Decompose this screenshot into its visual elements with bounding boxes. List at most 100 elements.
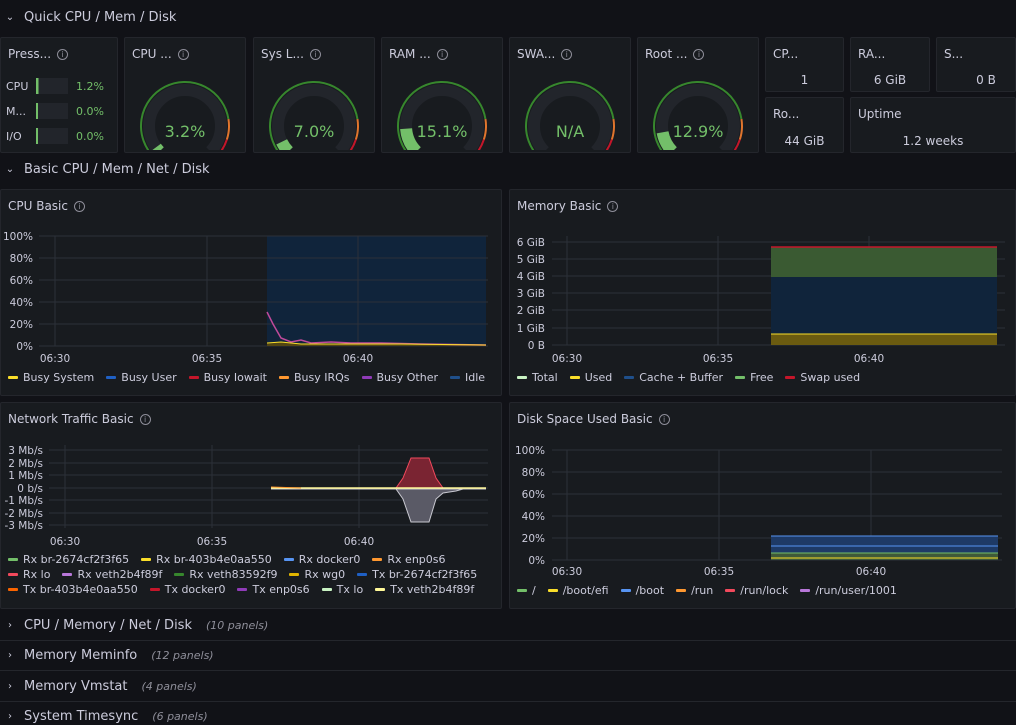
legend-item[interactable]: Rx wg0 (289, 568, 345, 581)
threshold-arc-green (140, 81, 230, 150)
info-icon[interactable]: i (309, 48, 321, 60)
y-tick: 60% (10, 275, 33, 287)
info-icon[interactable]: i (693, 48, 705, 60)
legend-item[interactable]: / (517, 584, 536, 597)
panel-title: Sys L... i (261, 47, 321, 61)
x-tick: 06:35 (192, 353, 222, 365)
gauge-dial (525, 81, 615, 150)
legend-item[interactable]: Busy Other (361, 371, 438, 384)
info-icon[interactable]: i (139, 413, 151, 425)
legend-label: Tx enp0s6 (252, 583, 310, 596)
network-basic-chart: 3 Mb/s 2 Mb/s 1 Mb/s 0 b/s -1 Mb/s -2 Mb… (4, 445, 488, 548)
row-memory-vmstat[interactable]: › Memory Vmstat (4 panels) (4, 679, 197, 694)
info-icon[interactable]: i (658, 413, 670, 425)
legend-swatch (106, 376, 117, 379)
cache-buffer-area (771, 277, 997, 334)
gauge-value: 7.0% (293, 122, 335, 141)
legend-swatch (283, 558, 294, 561)
legend-swatch (375, 588, 386, 591)
legend-label: Busy System (23, 371, 95, 384)
row-cpu-memory-net-disk[interactable]: › CPU / Memory / Net / Disk (10 panels) (4, 618, 268, 633)
legend-item[interactable]: Rx veth2b4f89f (62, 568, 162, 581)
legend-item[interactable]: Rx veth83592f9 (174, 568, 277, 581)
legend-item[interactable]: Busy System (8, 371, 94, 384)
gauge-dial (653, 81, 743, 150)
legend-swatch (8, 376, 18, 379)
stat-value: 0 B (976, 73, 996, 87)
legend-item[interactable]: /run (676, 584, 713, 597)
gauge-track (272, 84, 356, 150)
legend-item[interactable]: Swap used (785, 371, 860, 384)
legend-item[interactable]: Rx docker0 (283, 553, 360, 566)
used-area (771, 334, 997, 345)
legend-item[interactable]: Tx lo (321, 583, 363, 596)
legend-item[interactable]: Tx br-2674cf2f3f65 (357, 568, 477, 581)
legend-swatch (569, 376, 580, 379)
gauge-panel: RAM ... i 15.1% (381, 37, 503, 153)
x-axis: 06:30 06:35 06:40 (552, 353, 884, 365)
y-tick: 40% (10, 297, 33, 309)
x-tick: 06:30 (50, 536, 80, 548)
y-tick: 40% (522, 511, 545, 523)
panel-title: Disk Space Used Basic i (517, 412, 670, 426)
panel-title: SWA... i (517, 47, 573, 61)
legend-item[interactable]: /boot/efi (547, 584, 609, 597)
info-icon[interactable]: i (57, 48, 69, 60)
info-icon[interactable]: i (436, 48, 448, 60)
y-axis: 100% 80% 60% 40% 20% 0% (515, 445, 545, 567)
panel-title: RAM ... i (389, 47, 448, 61)
y-tick: 100% (3, 231, 33, 243)
gauge-value: N/A (555, 122, 585, 141)
legend-item[interactable]: /run/user/1001 (800, 584, 897, 597)
legend-label: Tx docker0 (164, 583, 226, 596)
legend-item[interactable]: Rx br-403b4e0aa550 (141, 553, 272, 566)
legend-label: Total (532, 371, 558, 384)
panel-title: RA... (858, 47, 886, 61)
legend-item[interactable]: Busy Iowait (188, 371, 267, 384)
legend-item[interactable]: Idle (450, 371, 485, 384)
legend-swatch (372, 558, 383, 561)
legend-item[interactable]: Tx veth2b4f89f (375, 583, 474, 596)
chevron-right-icon: › (8, 711, 12, 722)
x-tick: 06:40 (344, 536, 374, 548)
legend-item[interactable]: /run/lock (725, 584, 788, 597)
info-icon[interactable]: i (73, 200, 85, 212)
legend-item[interactable]: /boot (620, 584, 664, 597)
row-system-timesync[interactable]: › System Timesync (6 panels) (4, 709, 208, 724)
legend-swatch (800, 589, 811, 592)
legend-item[interactable]: Tx br-403b4e0aa550 (8, 583, 138, 596)
x-tick: 06:35 (704, 566, 734, 578)
legend-label: Rx br-2674cf2f3f65 (23, 553, 130, 566)
legend-item[interactable]: Cache + Buffer (624, 371, 723, 384)
y-tick: 1 Mb/s (8, 470, 43, 482)
pressure-row-mem: M... 0.0% (6, 103, 104, 119)
gauge-value: 12.9% (672, 122, 724, 141)
legend-item[interactable]: Free (735, 371, 773, 384)
legend-item[interactable]: Tx enp0s6 (237, 583, 310, 596)
grid (39, 235, 488, 347)
legend-item[interactable]: Total (517, 371, 558, 384)
legend-label: Free (750, 371, 774, 384)
info-icon[interactable]: i (177, 48, 189, 60)
y-tick: 20% (10, 319, 33, 331)
legend-item[interactable]: Busy IRQs (278, 371, 350, 384)
x-tick: 06:30 (552, 353, 582, 365)
info-icon[interactable]: i (607, 200, 619, 212)
info-icon[interactable]: i (561, 48, 573, 60)
legend-item[interactable]: Rx br-2674cf2f3f65 (8, 553, 129, 566)
legend-item[interactable]: Rx enp0s6 (372, 553, 446, 566)
row-basic[interactable]: ⌄ Basic CPU / Mem / Net / Disk (4, 162, 210, 177)
legend-label: Used (584, 371, 613, 384)
legend-label: /run/lock (740, 584, 789, 597)
legend-item[interactable]: Rx lo (8, 568, 50, 581)
legend-item[interactable]: Used (569, 371, 613, 384)
disk-basic-panel: Disk Space Used Basic i 100% 80% 60% 40% … (509, 402, 1016, 609)
row-memory-meminfo[interactable]: › Memory Meminfo (12 panels) (4, 648, 214, 663)
panel-count: (6 panels) (152, 710, 208, 723)
legend-swatch (174, 573, 185, 576)
threshold-arc-orange (738, 118, 743, 140)
pressure-row-io: I/O 0.0% (6, 128, 104, 144)
legend-item[interactable]: Busy User (106, 371, 177, 384)
legend-item[interactable]: Tx docker0 (149, 583, 226, 596)
row-quick[interactable]: ⌄ Quick CPU / Mem / Disk (4, 10, 177, 25)
